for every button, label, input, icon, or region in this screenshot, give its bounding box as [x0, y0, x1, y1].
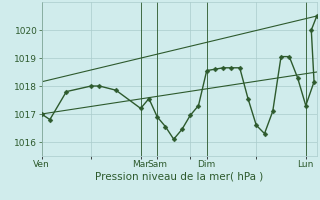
X-axis label: Pression niveau de la mer( hPa ): Pression niveau de la mer( hPa )	[95, 172, 263, 182]
